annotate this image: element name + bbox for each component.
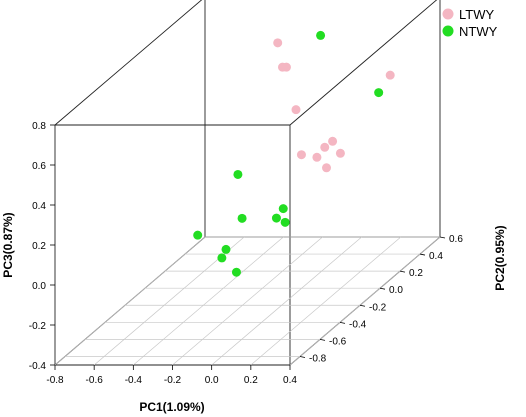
z-axis-label: PC3(0.87%)	[1, 212, 15, 277]
y-tick-label: 0.6	[449, 234, 463, 245]
data-point-ntwy	[237, 213, 247, 223]
data-point-ltwy	[385, 70, 395, 80]
data-point-ntwy	[231, 267, 241, 277]
y-tick-label: -0.6	[329, 336, 347, 347]
data-point-ntwy	[278, 204, 288, 214]
data-point-ntwy	[217, 253, 227, 263]
legend-marker-ltwy	[442, 8, 454, 20]
y-tick-mark	[339, 321, 346, 324]
data-point-ltwy	[296, 150, 306, 160]
y-tick-mark	[359, 304, 366, 307]
data-point-ltwy	[281, 62, 291, 72]
z-tick-label: 0.2	[32, 241, 46, 252]
grid-line-x	[133, 236, 284, 366]
z-tick-label: 0.6	[32, 161, 46, 172]
z-tick-label: 0.4	[32, 201, 46, 212]
grid-line-x	[211, 236, 362, 366]
x-axis-ticks: -0.8 -0.6 -0.4 -0.2 0.0 0.2 0.4	[46, 365, 297, 386]
y-tick-mark	[399, 270, 406, 273]
grid-line-x	[250, 236, 402, 366]
grid-line-x	[54, 236, 206, 366]
data-point-ntwy	[374, 88, 384, 98]
data-point-ltwy	[328, 136, 338, 146]
data-point-ltwy	[320, 142, 330, 152]
x-tick-label: -0.6	[86, 375, 104, 386]
data-point-ltwy	[291, 105, 301, 115]
data-point-ntwy	[316, 30, 326, 40]
y-tick-label: 0.4	[429, 251, 443, 262]
y-tick-label: -0.8	[309, 353, 327, 364]
y-axis-label: PC2(0.95%)	[493, 225, 507, 290]
floor-grid	[54, 236, 441, 366]
legend-label-ntwy: NTWY	[459, 24, 498, 39]
legend-label-ltwy: LTWY	[459, 7, 494, 22]
data-point-ntwy	[280, 217, 290, 227]
y-tick-label: 0.0	[389, 285, 403, 296]
legend: LTWY NTWY	[442, 7, 498, 39]
data-points	[193, 30, 395, 277]
data-point-ntwy	[221, 244, 231, 254]
y-tick-mark	[299, 356, 306, 358]
z-tick-label: 0.8	[32, 121, 46, 132]
x-tick-label: 0.4	[283, 375, 297, 386]
y-tick-mark	[439, 236, 446, 239]
box-edge	[289, 0, 438, 126]
y-tick-label: -0.4	[349, 319, 367, 330]
data-point-ltwy	[322, 163, 331, 173]
y-tick-label: -0.2	[369, 302, 387, 313]
z-axis-ticks: -0.4 -0.2 0.0 0.2 0.4 0.6 0.8	[29, 121, 55, 372]
data-point-ntwy	[271, 213, 281, 223]
z-tick-label: -0.4	[29, 361, 47, 372]
grid-line-x	[289, 236, 441, 366]
x-axis-label: PC1(1.09%)	[139, 400, 204, 414]
data-point-ntwy	[193, 230, 203, 240]
x-tick-label: -0.4	[125, 375, 143, 386]
y-tick-mark	[319, 339, 326, 341]
y-tick-mark	[379, 287, 386, 290]
grid-line-x	[172, 236, 323, 366]
data-point-ntwy	[233, 169, 243, 179]
x-tick-label: -0.2	[164, 375, 182, 386]
y-tick-mark	[419, 253, 426, 256]
x-tick-label: -0.8	[46, 375, 64, 386]
z-tick-label: -0.2	[29, 321, 47, 332]
data-point-ltwy	[273, 38, 283, 48]
z-tick-label: 0.0	[32, 281, 46, 292]
y-tick-label: 0.2	[409, 268, 423, 279]
legend-marker-ntwy	[442, 25, 454, 37]
data-point-ltwy	[312, 152, 322, 162]
x-tick-label: 0.2	[244, 375, 258, 386]
box-edge	[54, 0, 203, 126]
data-point-ltwy	[335, 148, 345, 158]
y-axis-ticks: -0.8-0.6-0.4-0.20.0 0.2 0.4 0.6	[299, 234, 463, 364]
x-tick-label: 0.0	[205, 375, 219, 386]
